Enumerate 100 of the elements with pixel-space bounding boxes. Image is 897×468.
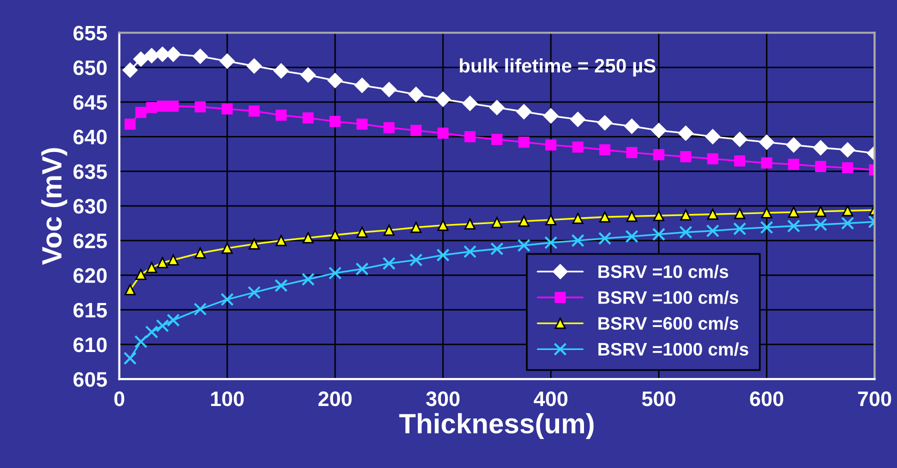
y-tick-label: 630 (74, 198, 107, 214)
point (815, 206, 826, 218)
point (545, 214, 556, 226)
y-tick-label: 610 (74, 337, 107, 352)
point (462, 96, 478, 111)
point (545, 139, 556, 151)
point (410, 124, 422, 136)
point (220, 54, 235, 69)
point (842, 162, 854, 174)
y-tick-label: 635 (74, 164, 107, 180)
point (491, 216, 502, 228)
point (330, 116, 341, 127)
point (410, 222, 422, 233)
point (842, 205, 854, 216)
point (302, 112, 314, 124)
point (489, 100, 505, 116)
point (572, 141, 584, 153)
point (571, 234, 584, 248)
point (274, 63, 289, 78)
point (146, 102, 158, 114)
point (464, 218, 476, 230)
point (841, 216, 854, 230)
point (222, 242, 233, 254)
y-tick-label: 650 (74, 60, 107, 76)
point (328, 72, 343, 88)
point (678, 126, 694, 141)
point (518, 136, 530, 148)
point (436, 248, 450, 262)
point (276, 110, 287, 121)
point (813, 140, 828, 156)
point (680, 209, 692, 220)
x-tick-label: 700 (858, 391, 892, 406)
legend-label: BSRV =600 cm/s (598, 316, 738, 330)
point (246, 58, 262, 74)
point (354, 78, 370, 93)
x-tick-label: 200 (318, 391, 352, 406)
point (168, 100, 179, 112)
y-tick-label: 640 (74, 130, 107, 144)
point (156, 257, 168, 268)
point (463, 245, 477, 258)
point (145, 325, 158, 339)
y-tick-label: 625 (74, 234, 107, 248)
y-axis-title: Voc (mV) (41, 148, 68, 265)
legend-label: BSRV =1000 cm/s (598, 342, 748, 356)
point (220, 292, 234, 306)
point (435, 92, 451, 107)
point (759, 134, 774, 150)
point (597, 115, 612, 130)
point (300, 67, 316, 83)
x-axis-title: Thickness(um) (399, 413, 594, 439)
point (124, 118, 136, 130)
point (464, 131, 476, 142)
x-tick-label: 100 (211, 391, 244, 406)
x-tick-label: 500 (642, 391, 676, 406)
point (409, 253, 423, 267)
point (248, 105, 260, 117)
point (786, 137, 802, 153)
point (302, 272, 315, 286)
point (491, 134, 502, 145)
point (815, 160, 826, 172)
point (383, 224, 395, 236)
point (651, 122, 666, 138)
y-tick-label: 655 (74, 26, 107, 41)
point (156, 100, 168, 112)
point (122, 62, 138, 78)
point (543, 108, 558, 124)
point (248, 238, 260, 250)
x-tick-label: 400 (534, 391, 568, 406)
point (760, 220, 774, 234)
point (626, 147, 638, 158)
point (328, 266, 342, 280)
point (626, 210, 638, 222)
point (544, 236, 558, 250)
point (166, 314, 180, 327)
point (146, 262, 158, 274)
point (599, 211, 610, 223)
point (194, 247, 206, 259)
point (437, 128, 449, 139)
point (194, 101, 206, 112)
legend-label: BSRV =100 cm/s (598, 290, 738, 304)
point (135, 106, 146, 118)
point (355, 262, 369, 276)
point (814, 218, 828, 232)
y-tick-label: 605 (74, 372, 107, 387)
point (276, 234, 287, 246)
point (222, 103, 233, 115)
point (652, 228, 666, 241)
point (123, 352, 137, 365)
legend-label: BSRV =10 cm/s (598, 264, 728, 278)
point (761, 207, 772, 218)
point (302, 232, 314, 244)
point (788, 158, 800, 170)
point (408, 86, 424, 102)
point (707, 208, 718, 220)
point (516, 104, 532, 120)
point (840, 142, 856, 158)
point (599, 144, 610, 156)
point (168, 254, 179, 266)
point (133, 52, 148, 67)
point (330, 229, 341, 241)
